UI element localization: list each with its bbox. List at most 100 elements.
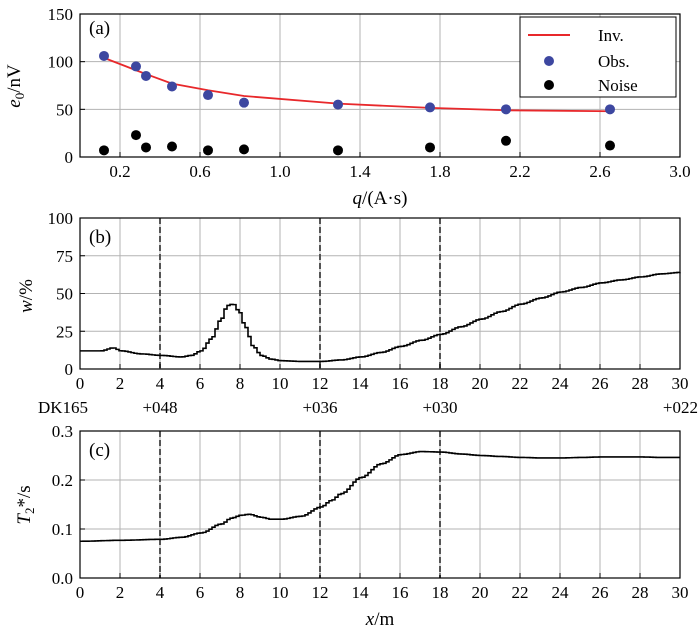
y-tick-label: 75 <box>56 247 73 266</box>
x-tick-label: 22 <box>512 374 529 393</box>
station-label: +030 <box>422 398 457 417</box>
profile-line <box>80 450 680 543</box>
x-tick-label: 6 <box>196 583 205 602</box>
panel-a-frame <box>79 13 681 158</box>
obs-point <box>203 90 213 101</box>
station-label: +036 <box>302 398 337 417</box>
x-tick-label: 18 <box>432 374 449 393</box>
station-label: +048 <box>142 398 177 417</box>
panel-c-ylabel: T2*/s <box>14 485 37 524</box>
x-tick-label: 2.6 <box>589 162 610 181</box>
obs-point <box>131 61 141 72</box>
station-label: +022 <box>663 398 698 417</box>
obs-point <box>141 70 151 81</box>
station-prefix: DK165 <box>38 398 88 417</box>
panel-a-chart: 0.2 0.6 1.0 1.4 1.8 2.2 2.6 3.0 0 50 100 150 (a) In… <box>4 5 691 209</box>
panel-c-chart: 0 2 4 6 8 10 12 14 16 18 20 22 24 26 28 300.00.10.20.3 … <box>14 422 689 630</box>
x-tick-label: 24 <box>552 374 570 393</box>
noise-point <box>99 145 109 156</box>
x-tick-label: 12 <box>312 374 329 393</box>
noise-point <box>239 144 249 155</box>
y-tick-label: 0.1 <box>52 520 73 539</box>
x-tick-label: 12 <box>312 583 329 602</box>
x-tick-label: 0 <box>76 583 85 602</box>
obs-point <box>605 104 615 115</box>
legend-obs-label: Obs. <box>598 52 630 71</box>
panel-b-ylabel: w/% <box>16 279 37 313</box>
x-tick-label: 4 <box>156 583 165 602</box>
noise-point <box>605 140 615 151</box>
x-tick-label: 18 <box>432 583 449 602</box>
x-tick-label: 0.6 <box>189 162 210 181</box>
x-tick-label: 6 <box>196 374 205 393</box>
x-tick-label: 22 <box>512 583 529 602</box>
obs-point <box>239 97 249 108</box>
noise-point <box>203 145 213 156</box>
x-tick-label: 30 <box>672 374 689 393</box>
x-tick-label: 8 <box>236 583 245 602</box>
x-tick-label: 0.2 <box>109 162 130 181</box>
x-tick-label: 20 <box>472 374 489 393</box>
x-tick-label: 26 <box>592 583 609 602</box>
x-tick-label: 2 <box>116 374 125 393</box>
y-tick-label: 0.0 <box>52 569 73 588</box>
panel-a-label: (a) <box>89 18 110 39</box>
panel-a-ylabel: e0/nV <box>4 64 27 108</box>
x-tick-label: 16 <box>392 374 409 393</box>
y-tick-label: 50 <box>56 285 73 304</box>
x-tick-label: 24 <box>552 583 570 602</box>
x-tick-label: 16 <box>392 583 409 602</box>
legend-noise-label: Noise <box>598 76 638 95</box>
x-tick-label: 20 <box>472 583 489 602</box>
x-tick-label: 28 <box>632 374 649 393</box>
obs-point <box>333 99 343 110</box>
noise-point <box>501 135 511 146</box>
noise-point <box>425 142 435 153</box>
x-tick-label: 1.4 <box>349 162 371 181</box>
legend-noise-swatch <box>544 80 554 90</box>
panel-a-legend: Inv. Obs. Noise <box>519 16 677 98</box>
y-tick-label: 0 <box>65 148 74 167</box>
x-tick-label: 8 <box>236 374 245 393</box>
x-tick-label: 30 <box>672 583 689 602</box>
y-tick-label: 100 <box>48 209 74 228</box>
obs-point <box>501 104 511 115</box>
obs-point <box>425 102 435 113</box>
panel-a-xlabel: q/(A·s) <box>353 188 408 209</box>
x-tick-label: 3.0 <box>669 162 690 181</box>
panel-b-label: (b) <box>89 227 111 248</box>
obs-point <box>99 50 109 61</box>
noise-point <box>141 142 151 153</box>
x-tick-label: 10 <box>272 374 289 393</box>
y-tick-label: 0.3 <box>52 422 73 441</box>
panel-c-frame <box>79 430 681 579</box>
noise-point <box>333 145 343 156</box>
y-tick-label: 50 <box>56 100 73 119</box>
y-tick-label: 150 <box>48 5 74 24</box>
x-tick-label: 2.2 <box>509 162 530 181</box>
station-labels: DK165 +048 +036 +030 +022 <box>38 398 698 417</box>
legend-obs-swatch <box>544 56 554 66</box>
y-tick-label: 100 <box>48 53 74 72</box>
x-tick-label: 2 <box>116 583 125 602</box>
obs-point <box>167 81 177 92</box>
y-tick-label: 25 <box>56 322 73 341</box>
panel-c-xlabel: x/m <box>365 609 395 630</box>
x-tick-label: 4 <box>156 374 165 393</box>
x-tick-label: 28 <box>632 583 649 602</box>
x-tick-label: 26 <box>592 374 609 393</box>
x-tick-label: 14 <box>352 583 370 602</box>
noise-point <box>167 141 177 152</box>
x-tick-label: 0 <box>76 374 85 393</box>
x-tick-label: 1.8 <box>429 162 450 181</box>
x-tick-label: 1.0 <box>269 162 290 181</box>
panel-c-label: (c) <box>89 440 110 461</box>
y-tick-label: 0 <box>65 360 74 379</box>
profile-line <box>80 271 681 363</box>
y-tick-label: 0.2 <box>52 471 73 490</box>
noise-point <box>131 130 141 141</box>
inversion-line <box>103 57 611 113</box>
legend-inv-label: Inv. <box>598 26 624 45</box>
